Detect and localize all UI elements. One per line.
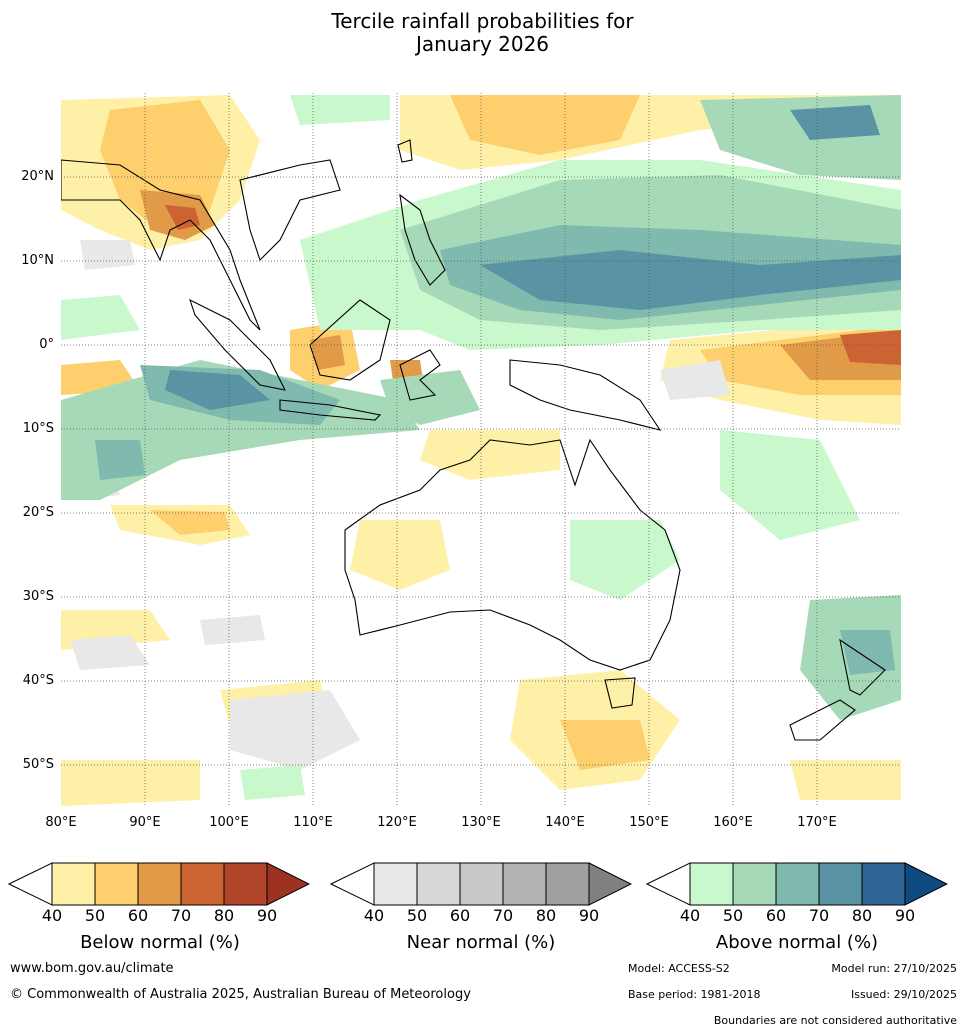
issued-text: Issued: 29/10/2025 [850, 988, 957, 1001]
title-line-1: Tercile rainfall probabilities for [331, 9, 634, 33]
below-tick-90: 90 [256, 906, 278, 925]
above-normal-colorbar [646, 862, 948, 906]
near-tick-60: 60 [449, 906, 471, 925]
lon-label-120e: 120°E [377, 815, 417, 830]
below-tick-70: 70 [170, 906, 192, 925]
near-tick-50: 50 [406, 906, 428, 925]
above-swatch-1 [689, 862, 734, 906]
above-tick-80: 80 [851, 906, 873, 925]
near-normal-title: Near normal (%) [406, 932, 556, 953]
above-swatch-3 [775, 862, 820, 906]
near-tick-90: 90 [578, 906, 600, 925]
near-swatch-5 [545, 862, 590, 906]
near-normal-colorbar [330, 862, 632, 906]
below-tick-60: 60 [127, 906, 149, 925]
near-swatch-2 [416, 862, 461, 906]
above-normal-patches [61, 95, 901, 800]
title-line-2: January 2026 [415, 32, 550, 56]
below-tick-40: 40 [41, 906, 63, 925]
below-swatch-2 [94, 862, 139, 906]
lat-label-20n: 20°N [21, 169, 54, 184]
below-swatch-4 [180, 862, 225, 906]
lat-label-50s: 50°S [22, 757, 54, 772]
coastlines [61, 139, 886, 741]
lon-label-90e: 90°E [129, 815, 161, 830]
below-tick-50: 50 [84, 906, 106, 925]
below-swatch-5 [223, 862, 268, 906]
base-period-text: Base period: 1981-2018 [628, 988, 761, 1001]
lon-label-170e: 170°E [797, 815, 837, 830]
disclaimer-text: Boundaries are not considered authoritat… [713, 1014, 957, 1027]
lon-label-100e: 100°E [209, 815, 249, 830]
above-swatch-2 [732, 862, 777, 906]
above-tick-60: 60 [765, 906, 787, 925]
lat-label-0: 0° [39, 337, 54, 352]
lon-label-110e: 110°E [293, 815, 333, 830]
website-link[interactable]: www.bom.gov.au/climate [10, 961, 174, 976]
model-text: Model: ACCESS-S2 [628, 962, 730, 975]
near-swatch-3 [459, 862, 504, 906]
map-title: Tercile rainfall probabilities for Janua… [0, 10, 965, 56]
above-tick-40: 40 [679, 906, 701, 925]
rainfall-probability-map [61, 93, 901, 806]
lon-label-160e: 160°E [713, 815, 753, 830]
below-normal-colorbar [8, 862, 310, 906]
model-run-text: Model run: 27/10/2025 [831, 962, 957, 975]
near-swatch-4 [502, 862, 547, 906]
lon-label-130e: 130°E [461, 815, 501, 830]
graticule [61, 93, 901, 806]
below-tick-80: 80 [213, 906, 235, 925]
below-swatch-1 [51, 862, 96, 906]
below-swatch-3 [137, 862, 182, 906]
above-tick-70: 70 [808, 906, 830, 925]
near-swatch-1 [373, 862, 418, 906]
lat-label-20s: 20°S [22, 505, 54, 520]
lat-label-30s: 30°S [22, 589, 54, 604]
lat-label-40s: 40°S [22, 673, 54, 688]
lat-label-10n: 10°N [21, 253, 54, 268]
below-normal-title: Below normal (%) [80, 932, 240, 953]
lon-label-80e: 80°E [45, 815, 77, 830]
copyright-text: © Commonwealth of Australia 2025, Austra… [10, 987, 471, 1002]
near-tick-40: 40 [363, 906, 385, 925]
above-swatch-5 [861, 862, 906, 906]
above-swatch-4 [818, 862, 863, 906]
lon-label-140e: 140°E [545, 815, 585, 830]
above-tick-90: 90 [894, 906, 916, 925]
above-tick-50: 50 [722, 906, 744, 925]
near-tick-70: 70 [492, 906, 514, 925]
lon-label-150e: 150°E [629, 815, 669, 830]
lat-label-10s: 10°S [22, 421, 54, 436]
near-tick-80: 80 [535, 906, 557, 925]
above-normal-title: Above normal (%) [715, 932, 879, 953]
